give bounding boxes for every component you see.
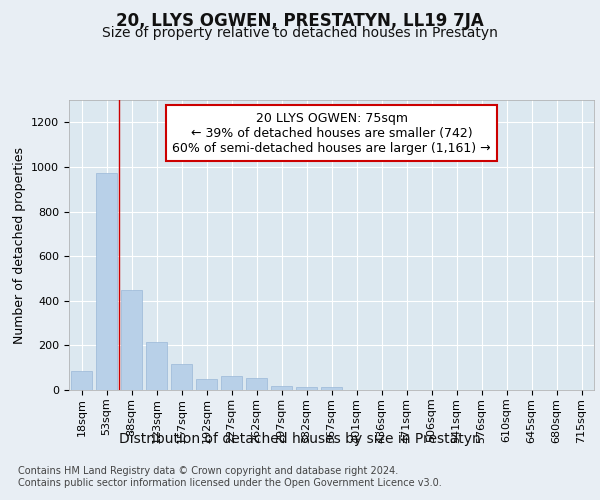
Bar bbox=[196, 379, 217, 390]
Bar bbox=[171, 364, 192, 390]
Bar bbox=[296, 386, 317, 390]
Bar bbox=[146, 342, 167, 390]
Text: Contains public sector information licensed under the Open Government Licence v3: Contains public sector information licen… bbox=[18, 478, 442, 488]
Bar bbox=[71, 371, 92, 390]
Bar bbox=[271, 386, 292, 390]
Text: Size of property relative to detached houses in Prestatyn: Size of property relative to detached ho… bbox=[102, 26, 498, 40]
Bar bbox=[221, 376, 242, 390]
Text: Distribution of detached houses by size in Prestatyn: Distribution of detached houses by size … bbox=[119, 432, 481, 446]
Bar bbox=[246, 378, 267, 390]
Bar bbox=[96, 172, 117, 390]
Text: Contains HM Land Registry data © Crown copyright and database right 2024.: Contains HM Land Registry data © Crown c… bbox=[18, 466, 398, 476]
Y-axis label: Number of detached properties: Number of detached properties bbox=[13, 146, 26, 344]
Bar bbox=[121, 290, 142, 390]
Text: 20, LLYS OGWEN, PRESTATYN, LL19 7JA: 20, LLYS OGWEN, PRESTATYN, LL19 7JA bbox=[116, 12, 484, 30]
Bar bbox=[321, 386, 342, 390]
Text: 20 LLYS OGWEN: 75sqm
← 39% of detached houses are smaller (742)
60% of semi-deta: 20 LLYS OGWEN: 75sqm ← 39% of detached h… bbox=[172, 112, 491, 154]
